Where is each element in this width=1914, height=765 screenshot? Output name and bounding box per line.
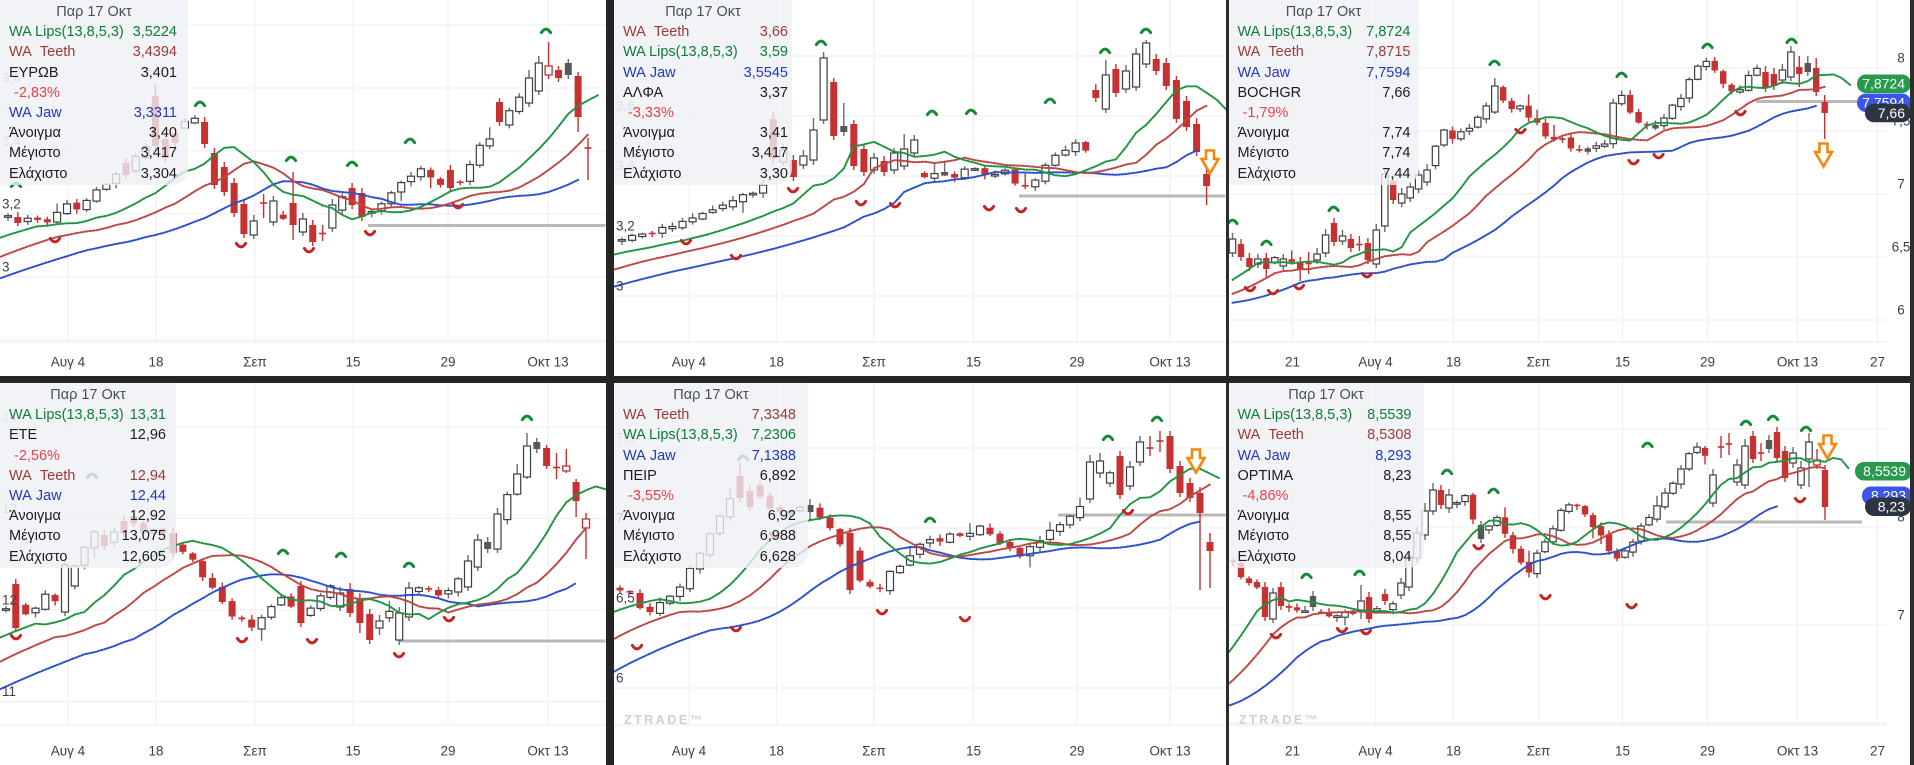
svg-text:18: 18 — [1445, 744, 1460, 759]
svg-text:Αυγ 4: Αυγ 4 — [1358, 744, 1393, 759]
svg-text:Αυγ 4: Αυγ 4 — [1358, 355, 1393, 370]
svg-text:29: 29 — [1069, 744, 1084, 759]
svg-text:7: 7 — [1897, 608, 1905, 623]
svg-text:29: 29 — [1069, 355, 1084, 370]
svg-text:15: 15 — [1614, 744, 1629, 759]
svg-text:6: 6 — [1897, 303, 1905, 318]
svg-text:8: 8 — [1897, 51, 1905, 66]
svg-text:15: 15 — [966, 744, 981, 759]
svg-text:3,2: 3,2 — [616, 219, 635, 234]
svg-text:15: 15 — [1614, 355, 1629, 370]
svg-text:27: 27 — [1869, 355, 1884, 370]
svg-text:6,5: 6,5 — [616, 591, 635, 606]
svg-text:18: 18 — [148, 355, 163, 370]
svg-text:Αυγ 4: Αυγ 4 — [51, 744, 86, 759]
svg-text:3: 3 — [2, 260, 10, 275]
svg-text:Οκτ 13: Οκτ 13 — [1776, 744, 1817, 759]
svg-text:7: 7 — [1897, 177, 1905, 192]
svg-text:15: 15 — [345, 355, 360, 370]
svg-text:Οκτ 13: Οκτ 13 — [1149, 744, 1190, 759]
svg-text:27: 27 — [1869, 744, 1884, 759]
svg-text:29: 29 — [440, 744, 455, 759]
svg-text:15: 15 — [345, 744, 360, 759]
svg-text:18: 18 — [769, 744, 784, 759]
svg-text:21: 21 — [1284, 744, 1299, 759]
svg-text:18: 18 — [1445, 355, 1460, 370]
svg-text:3,2: 3,2 — [2, 197, 21, 212]
svg-text:Σεπ: Σεπ — [1526, 744, 1550, 759]
svg-text:Σεπ: Σεπ — [1526, 355, 1550, 370]
svg-text:Οκτ 13: Οκτ 13 — [1149, 355, 1190, 370]
svg-text:29: 29 — [1699, 744, 1714, 759]
svg-text:29: 29 — [1699, 355, 1714, 370]
svg-text:Οκτ 13: Οκτ 13 — [1776, 355, 1817, 370]
svg-text:Αυγ 4: Αυγ 4 — [51, 355, 86, 370]
svg-text:18: 18 — [148, 744, 163, 759]
svg-text:8: 8 — [1897, 510, 1905, 525]
svg-text:29: 29 — [440, 355, 455, 370]
svg-text:3: 3 — [616, 279, 624, 294]
svg-text:ZTRADE™: ZTRADE™ — [1239, 713, 1320, 727]
svg-text:18: 18 — [769, 355, 784, 370]
svg-text:7,8724: 7,8724 — [1862, 76, 1905, 92]
svg-text:Σεπ: Σεπ — [862, 355, 886, 370]
svg-text:Οκτ 13: Οκτ 13 — [527, 744, 568, 759]
svg-text:8,23: 8,23 — [1877, 499, 1904, 515]
svg-text:Σεπ: Σεπ — [243, 744, 267, 759]
svg-text:Σεπ: Σεπ — [862, 744, 886, 759]
svg-text:15: 15 — [966, 355, 981, 370]
svg-text:Αυγ 4: Αυγ 4 — [672, 355, 707, 370]
svg-text:8,5539: 8,5539 — [1863, 463, 1906, 479]
svg-text:Σεπ: Σεπ — [243, 355, 267, 370]
svg-text:6: 6 — [616, 671, 624, 686]
svg-text:Αυγ 4: Αυγ 4 — [672, 744, 707, 759]
svg-text:21: 21 — [1284, 355, 1299, 370]
svg-text:ZTRADE™: ZTRADE™ — [624, 713, 705, 727]
svg-text:6,5: 6,5 — [1891, 240, 1910, 255]
svg-text:Οκτ 13: Οκτ 13 — [527, 355, 568, 370]
svg-text:12: 12 — [2, 593, 17, 608]
svg-text:11: 11 — [2, 684, 16, 699]
svg-text:7,66: 7,66 — [1877, 105, 1904, 121]
